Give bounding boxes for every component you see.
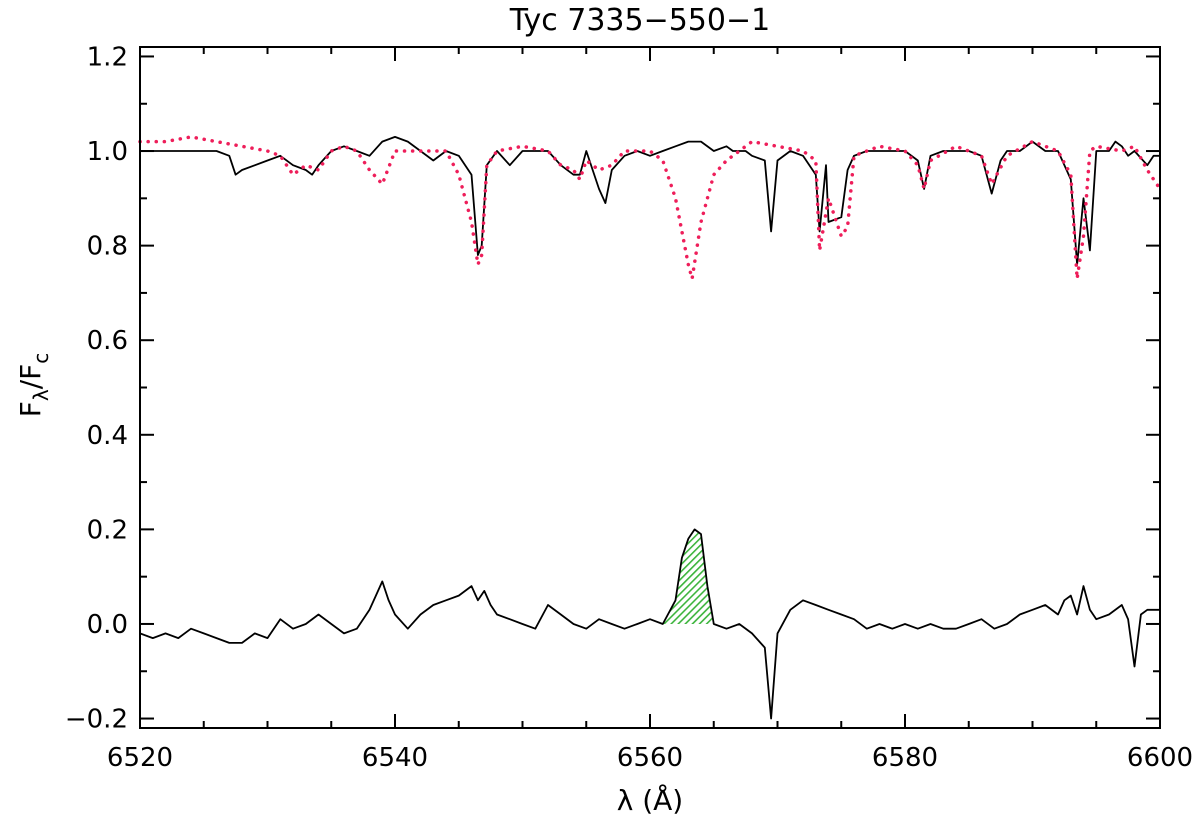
y-tick-label: 0.8	[87, 232, 128, 262]
y-tick-label: 0.4	[87, 421, 128, 451]
x-tick-label: 6520	[107, 743, 173, 773]
y-axis-label-slash: /F	[14, 364, 47, 390]
y-tick-label: 0.0	[87, 610, 128, 640]
series-line-3	[139, 528, 1160, 720]
y-axis-label: Fλ/Fc	[14, 353, 53, 418]
series-line-2	[138, 135, 1162, 281]
x-tick-label: 6560	[617, 743, 683, 773]
y-tick-label: 0.6	[87, 326, 128, 356]
y-axis-label-main: F	[14, 401, 47, 417]
y-tick-label: 0.2	[87, 515, 128, 545]
plot-frame	[139, 46, 1161, 729]
y-axis-label-sub-c: c	[29, 353, 53, 364]
plot-content	[138, 135, 1162, 720]
x-axis-label: λ (Å)	[617, 783, 683, 817]
y-tick-label: 1.2	[87, 42, 128, 72]
y-tick-label: 1.0	[87, 137, 128, 167]
x-tick-label: 6580	[872, 743, 938, 773]
series-line-1	[140, 136, 1160, 266]
y-axis-label-sub-lambda: λ	[29, 389, 53, 401]
chart-title: Tyc 7335−550−1	[509, 3, 770, 38]
y-tick-label: −0.2	[65, 705, 128, 735]
x-tick-label: 6600	[1127, 743, 1193, 773]
x-tick-label: 6540	[362, 743, 428, 773]
ticks-layer: 6520 6540 6560 6580 6600 −0.2 0.0 0.2 0.4 0.6 0.8 1…	[65, 42, 1193, 773]
